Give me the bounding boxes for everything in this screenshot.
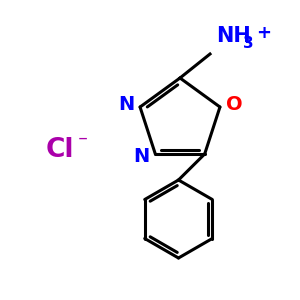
Text: NH: NH xyxy=(216,26,251,46)
Text: 3: 3 xyxy=(243,36,254,51)
Text: Cl: Cl xyxy=(46,137,74,163)
Text: O: O xyxy=(226,95,243,114)
Text: +: + xyxy=(256,24,272,42)
Text: N: N xyxy=(133,147,149,166)
Text: N: N xyxy=(118,95,134,114)
Text: ⁻: ⁻ xyxy=(77,133,88,152)
